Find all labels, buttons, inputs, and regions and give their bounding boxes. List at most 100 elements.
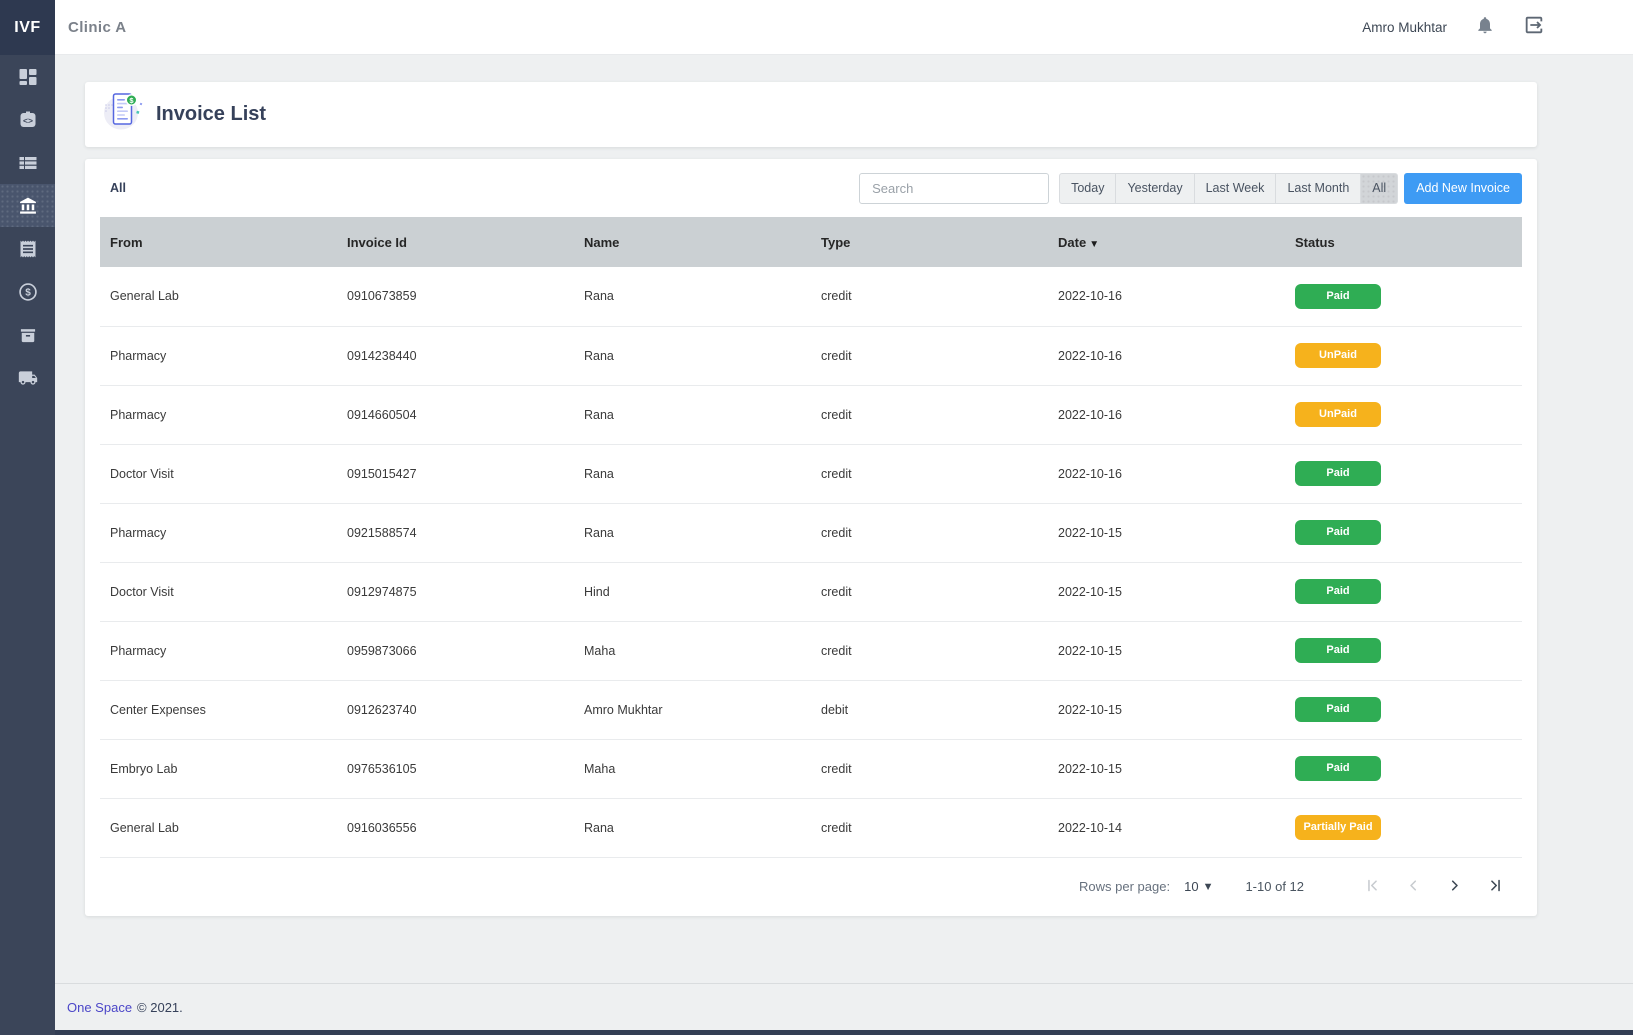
cell-status: Paid: [1285, 444, 1522, 504]
sidebar-item-dashboard[interactable]: [0, 55, 55, 98]
cell-status: Partially Paid: [1285, 798, 1522, 858]
column-header-date[interactable]: Date ▼: [1048, 217, 1285, 267]
cell-status: UnPaid: [1285, 385, 1522, 445]
cell-invoice-id: 0914238440: [337, 326, 574, 386]
cell-invoice-id: 0976536105: [337, 739, 574, 799]
sidebar-item-finance[interactable]: [0, 184, 55, 227]
cell-date: 2022-10-15: [1048, 503, 1285, 563]
chevron-down-icon: ▼: [1202, 880, 1214, 893]
filter-button-last-month[interactable]: Last Month: [1276, 172, 1362, 204]
status-badge: Partially Paid: [1295, 815, 1381, 840]
cell-date: 2022-10-16: [1048, 385, 1285, 445]
cell-type: credit: [811, 385, 1048, 445]
sidebar-item-inventory[interactable]: [0, 313, 55, 356]
cell-name: Rana: [574, 385, 811, 445]
cell-invoice-id: 0914660504: [337, 385, 574, 445]
previous-page-button[interactable]: [1405, 877, 1422, 897]
app-logo-text: IVF: [14, 18, 41, 36]
add-new-invoice-button[interactable]: Add New Invoice: [1404, 172, 1522, 204]
column-header-name[interactable]: Name: [574, 217, 811, 267]
column-header-from[interactable]: From: [100, 217, 337, 267]
status-badge: Paid: [1295, 520, 1381, 545]
notifications-button[interactable]: [1475, 15, 1495, 40]
footer: One Space © 2021.: [55, 983, 1633, 1030]
invoice-row[interactable]: Pharmacy 0914660504 Rana credit 2022-10-…: [100, 385, 1522, 445]
sidebar-item-codes[interactable]: <>: [0, 98, 55, 141]
cell-invoice-id: 0959873066: [337, 621, 574, 681]
cell-invoice-id: 0912974875: [337, 562, 574, 622]
status-badge: Paid: [1295, 697, 1381, 722]
rows-per-page-select[interactable]: 10 ▼: [1184, 879, 1213, 894]
invoice-row[interactable]: Embryo Lab 0976536105 Maha credit 2022-1…: [100, 739, 1522, 799]
sidebar: IVF <>: [0, 0, 55, 1035]
truck-icon: [18, 368, 38, 388]
clinic-name: Clinic A: [68, 18, 127, 36]
bank-icon: [18, 196, 38, 216]
status-badge: Paid: [1295, 579, 1381, 604]
tab-all[interactable]: All: [110, 181, 126, 195]
invoice-row[interactable]: Center Expenses 0912623740 Amro Mukhtar …: [100, 680, 1522, 740]
status-badge: Paid: [1295, 638, 1381, 663]
chevron-left-icon: [1405, 877, 1422, 897]
cell-name: Rana: [574, 798, 811, 858]
invoice-row[interactable]: Pharmacy 0914238440 Rana credit 2022-10-…: [100, 326, 1522, 386]
filter-button-last-week[interactable]: Last Week: [1194, 172, 1277, 204]
first-page-button[interactable]: [1364, 877, 1381, 897]
invoice-row[interactable]: Pharmacy 0921588574 Rana credit 2022-10-…: [100, 503, 1522, 563]
status-badge: Paid: [1295, 283, 1381, 309]
cell-type: credit: [811, 798, 1048, 858]
cell-date: 2022-10-16: [1048, 267, 1285, 327]
invoice-row[interactable]: Doctor Visit 0915015427 Rana credit 2022…: [100, 444, 1522, 504]
cell-type: credit: [811, 444, 1048, 504]
sidebar-item-shipping[interactable]: [0, 356, 55, 399]
logout-button[interactable]: [1523, 14, 1545, 41]
column-header-invoice-id[interactable]: Invoice Id: [337, 217, 574, 267]
cell-from: General Lab: [100, 798, 337, 858]
cell-from: Embryo Lab: [100, 739, 337, 799]
status-badge: Paid: [1295, 461, 1381, 486]
cell-name: Rana: [574, 326, 811, 386]
last-page-button[interactable]: [1487, 877, 1504, 897]
dashboard-icon: [18, 67, 38, 87]
sidebar-item-records[interactable]: [0, 141, 55, 184]
cell-name: Maha: [574, 621, 811, 681]
invoice-row[interactable]: Pharmacy 0959873066 Maha credit 2022-10-…: [100, 621, 1522, 681]
date-filter-group: Today Yesterday Last Week Last Month All: [1059, 172, 1399, 204]
invoice-row[interactable]: General Lab 0916036556 Rana credit 2022-…: [100, 798, 1522, 858]
sidebar-item-receipts[interactable]: [0, 227, 55, 270]
status-badge: UnPaid: [1295, 402, 1381, 427]
filter-button-today[interactable]: Today: [1059, 172, 1117, 204]
next-page-button[interactable]: [1446, 877, 1463, 897]
invoice-illustration-icon: $: [100, 89, 146, 140]
invoice-row[interactable]: Doctor Visit 0912974875 Hind credit 2022…: [100, 562, 1522, 622]
app-logo: IVF: [0, 0, 55, 55]
status-badge: UnPaid: [1295, 343, 1381, 368]
last-page-icon: [1487, 877, 1504, 897]
cell-date: 2022-10-15: [1048, 621, 1285, 681]
cell-from: Center Expenses: [100, 680, 337, 740]
topbar: Clinic A Amro Mukhtar: [55, 0, 1633, 55]
column-header-type[interactable]: Type: [811, 217, 1048, 267]
invoice-table-header: From Invoice Id Name Type Date ▼ Status: [100, 217, 1522, 267]
cell-name: Rana: [574, 503, 811, 563]
invoice-row[interactable]: General Lab 0910673859 Rana credit 2022-…: [100, 267, 1522, 327]
filter-button-all[interactable]: All: [1361, 172, 1399, 204]
column-header-status[interactable]: Status: [1285, 217, 1522, 267]
sidebar-item-billing[interactable]: $: [0, 270, 55, 313]
search-input[interactable]: [859, 172, 1050, 204]
bell-icon: [1475, 15, 1495, 40]
cell-status: Paid: [1285, 739, 1522, 799]
one-space-link[interactable]: One Space: [67, 999, 133, 1015]
svg-text:$: $: [129, 96, 134, 105]
list-icon: [18, 153, 38, 173]
filter-button-yesterday[interactable]: Yesterday: [1116, 172, 1195, 204]
svg-text:<>: <>: [23, 115, 33, 125]
cell-invoice-id: 0912623740: [337, 680, 574, 740]
cell-name: Rana: [574, 444, 811, 504]
cell-type: credit: [811, 267, 1048, 327]
cell-type: credit: [811, 326, 1048, 386]
cell-from: General Lab: [100, 267, 337, 327]
